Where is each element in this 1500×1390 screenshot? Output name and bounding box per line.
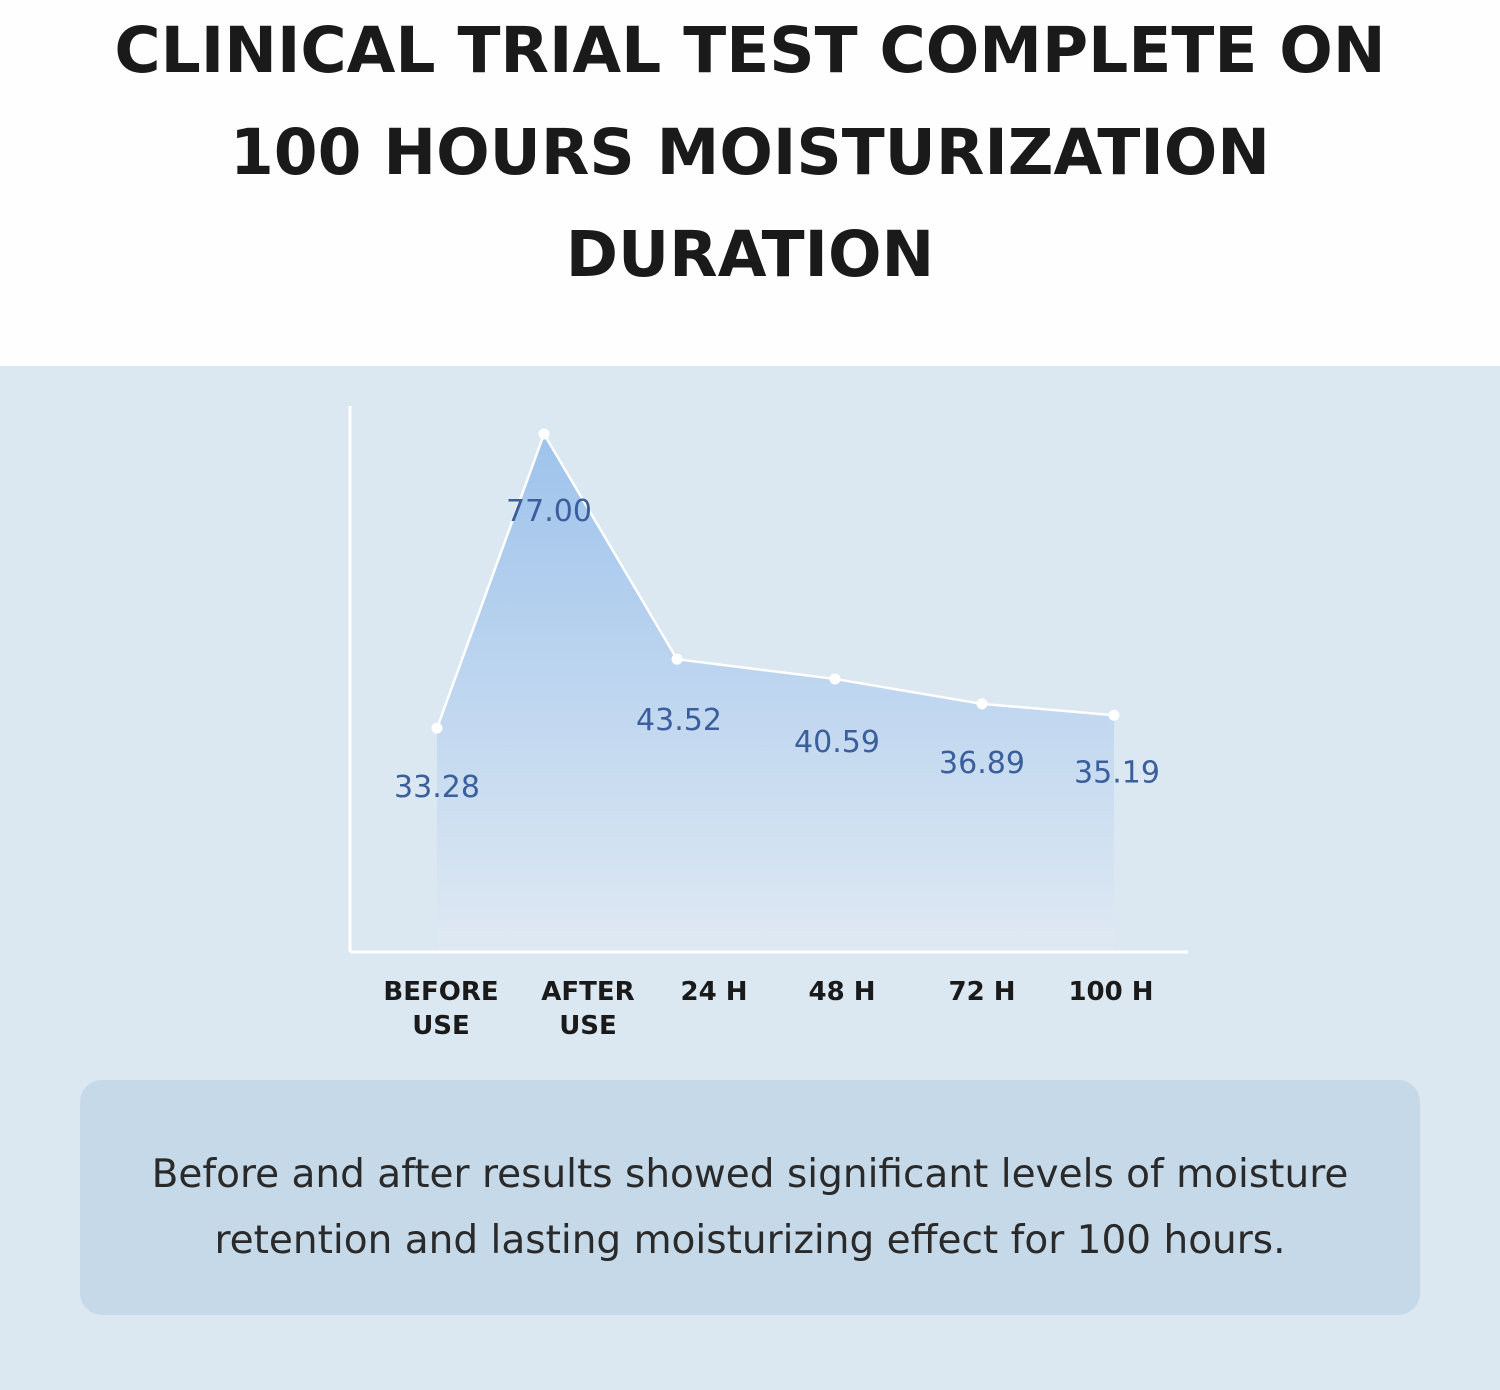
x-tick-label: USE: [412, 1011, 470, 1041]
data-point: [671, 653, 683, 665]
data-point: [538, 428, 550, 440]
caption-line-2: retention and lasting moisturizing effec…: [214, 1218, 1286, 1263]
value-label: 33.28: [394, 770, 480, 805]
series-line: [435, 431, 1115, 729]
x-tick-label: AFTER: [541, 977, 634, 1007]
x-tick-label: 24 H: [681, 977, 748, 1007]
value-label: 77.00: [506, 494, 592, 529]
value-label: 36.89: [939, 746, 1025, 781]
title-line-1: CLINICAL TRIAL TEST COMPLETE ON: [114, 14, 1386, 87]
x-tick-label: 48 H: [809, 977, 876, 1007]
data-point: [976, 698, 988, 710]
data-point: [829, 673, 841, 685]
caption-text: Before and after results showed signific…: [80, 1142, 1420, 1274]
area-fill: [437, 434, 1114, 952]
value-label: 43.52: [636, 703, 722, 738]
caption-box: Before and after results showed signific…: [80, 1080, 1420, 1315]
page-title: CLINICAL TRIAL TEST COMPLETE ON 100 HOUR…: [0, 0, 1500, 306]
x-tick-label: BEFORE: [383, 977, 498, 1007]
value-label: 40.59: [794, 725, 880, 760]
x-tick-label: 100 H: [1068, 977, 1153, 1007]
x-tick-label: 72 H: [949, 977, 1016, 1007]
data-point: [1108, 709, 1120, 721]
title-line-3: DURATION: [565, 218, 935, 291]
header: CLINICAL TRIAL TEST COMPLETE ON 100 HOUR…: [0, 0, 1500, 366]
caption-line-1: Before and after results showed signific…: [151, 1152, 1349, 1197]
data-point: [431, 722, 443, 734]
value-label: 35.19: [1074, 755, 1160, 790]
moisture-chart: 33.28 77.00 43.52 40.59 36.89 35.19 BEFORE USE A…: [348, 406, 1188, 1041]
x-tick-label: USE: [559, 1011, 617, 1041]
title-line-2: 100 HOURS MOISTURIZATION: [229, 116, 1271, 189]
